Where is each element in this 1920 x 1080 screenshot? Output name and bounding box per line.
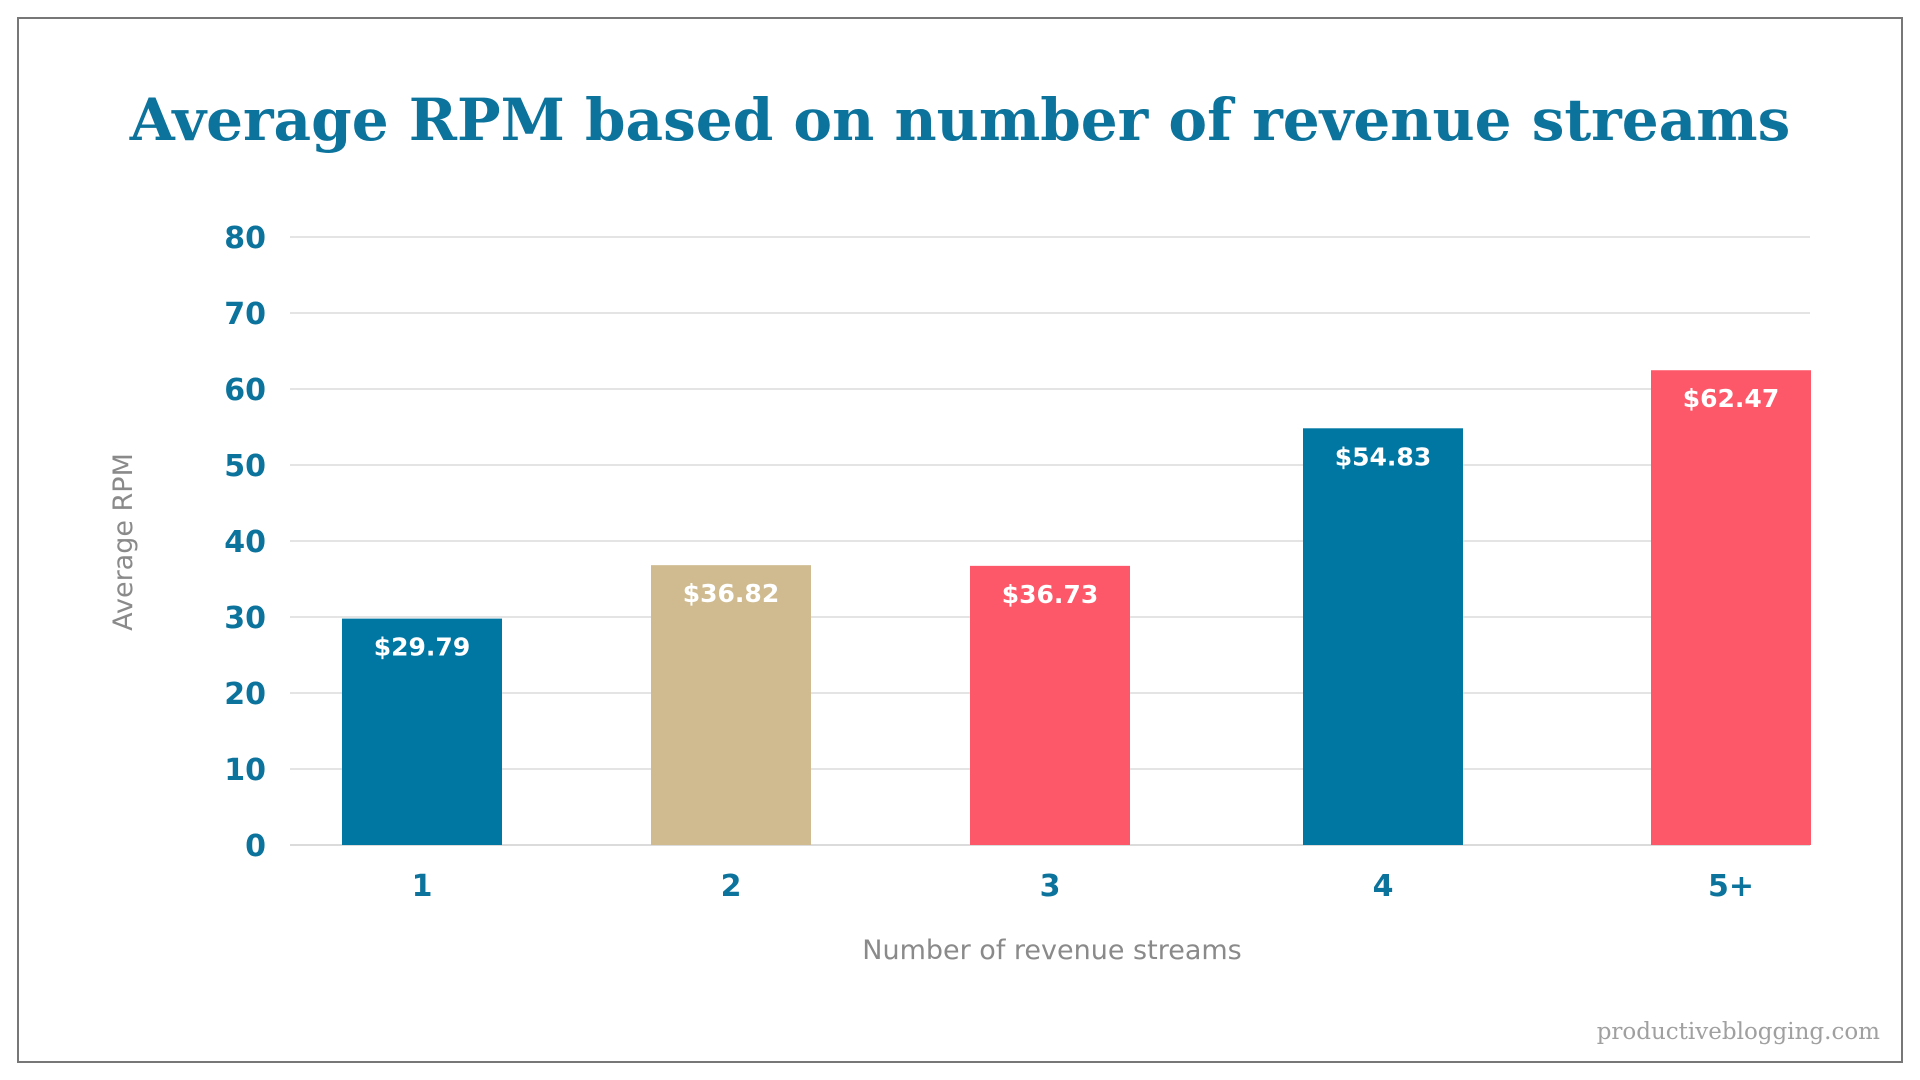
y-tick-label: 40 bbox=[224, 525, 266, 560]
bar-2 bbox=[651, 565, 811, 845]
bar-5 bbox=[1651, 370, 1811, 845]
y-axis-ticks: 0 10 20 30 40 50 60 70 80 bbox=[224, 221, 266, 864]
x-axis-ticks: 1 2 3 4 5+ bbox=[412, 869, 1754, 904]
bar-1 bbox=[342, 618, 502, 845]
chart-title: Average RPM based on number of revenue s… bbox=[129, 86, 1790, 154]
y-tick-label: 60 bbox=[224, 373, 266, 408]
y-tick-label: 10 bbox=[224, 753, 266, 788]
y-tick-label: 80 bbox=[224, 221, 266, 256]
x-axis-label: Number of revenue streams bbox=[862, 935, 1241, 966]
watermark: productiveblogging.com bbox=[1597, 1019, 1880, 1045]
x-tick-label: 3 bbox=[1040, 869, 1061, 904]
chart-frame bbox=[17, 17, 1903, 1063]
data-label: $62.47 bbox=[1683, 384, 1779, 413]
x-tick-label: 1 bbox=[412, 869, 433, 904]
x-tick-label: 5+ bbox=[1708, 869, 1754, 904]
bar-4 bbox=[1303, 428, 1463, 845]
x-tick-label: 4 bbox=[1373, 869, 1394, 904]
y-axis-label: Average RPM bbox=[108, 453, 139, 631]
y-tick-label: 0 bbox=[245, 829, 266, 864]
data-label: $36.73 bbox=[1002, 580, 1098, 609]
y-tick-label: 50 bbox=[224, 449, 266, 484]
y-tick-label: 70 bbox=[224, 297, 266, 332]
data-labels: $29.79 $36.82 $36.73 $54.83 $62.47 bbox=[374, 384, 1779, 661]
y-tick-label: 20 bbox=[224, 677, 266, 712]
grid-lines bbox=[290, 236, 1810, 846]
data-label: $29.79 bbox=[374, 633, 470, 662]
bar-3 bbox=[970, 565, 1130, 845]
x-tick-label: 2 bbox=[721, 869, 742, 904]
y-tick-label: 30 bbox=[224, 601, 266, 636]
data-label: $54.83 bbox=[1335, 442, 1431, 471]
data-label: $36.82 bbox=[683, 579, 779, 608]
bars bbox=[342, 370, 1811, 845]
